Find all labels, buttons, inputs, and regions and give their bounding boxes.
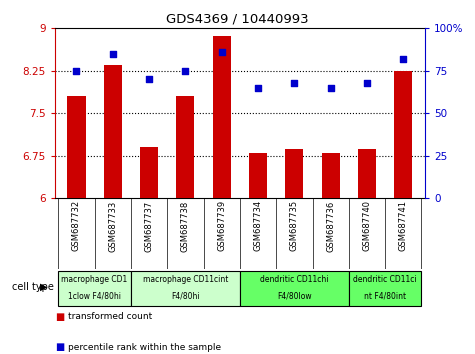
Bar xyxy=(322,153,340,198)
Text: F4/80low: F4/80low xyxy=(277,292,312,301)
Point xyxy=(145,76,153,82)
Text: GDS4369 / 10440993: GDS4369 / 10440993 xyxy=(166,12,309,25)
Text: percentile rank within the sample: percentile rank within the sample xyxy=(68,343,221,352)
Text: GSM687736: GSM687736 xyxy=(326,200,335,252)
Bar xyxy=(285,149,304,198)
Bar xyxy=(176,96,194,198)
Point xyxy=(291,80,298,86)
Point xyxy=(181,68,189,74)
Text: cell type: cell type xyxy=(12,281,54,292)
Bar xyxy=(140,147,158,198)
Text: macrophage CD11cint: macrophage CD11cint xyxy=(142,275,228,285)
Text: dendritic CD11ci: dendritic CD11ci xyxy=(353,275,417,285)
Text: GSM687738: GSM687738 xyxy=(181,200,190,252)
Bar xyxy=(213,36,231,198)
Text: GSM687733: GSM687733 xyxy=(108,200,117,252)
Text: GSM687734: GSM687734 xyxy=(254,200,263,251)
Text: GSM687741: GSM687741 xyxy=(399,200,408,251)
Bar xyxy=(394,71,412,198)
Bar xyxy=(240,271,349,306)
Point xyxy=(363,80,371,86)
Text: ■: ■ xyxy=(55,312,64,321)
Bar xyxy=(131,271,240,306)
Text: GSM687739: GSM687739 xyxy=(217,200,226,251)
Text: GSM687740: GSM687740 xyxy=(362,200,371,251)
Text: macrophage CD1: macrophage CD1 xyxy=(61,275,128,285)
Text: GSM687735: GSM687735 xyxy=(290,200,299,251)
Bar xyxy=(67,96,86,198)
Text: transformed count: transformed count xyxy=(68,312,152,320)
Point xyxy=(327,85,334,91)
Point xyxy=(73,68,80,74)
Point xyxy=(109,51,116,57)
Bar xyxy=(104,65,122,198)
Bar xyxy=(349,271,421,306)
Text: ■: ■ xyxy=(55,342,64,352)
Text: ▶: ▶ xyxy=(40,281,48,292)
Text: dendritic CD11chi: dendritic CD11chi xyxy=(260,275,329,285)
Point xyxy=(254,85,262,91)
Point xyxy=(399,56,407,62)
Text: nt F4/80int: nt F4/80int xyxy=(364,292,406,301)
Bar xyxy=(249,153,267,198)
Bar xyxy=(58,271,131,306)
Point xyxy=(218,49,226,55)
Text: GSM687737: GSM687737 xyxy=(144,200,153,252)
Bar xyxy=(358,149,376,198)
Text: 1clow F4/80hi: 1clow F4/80hi xyxy=(68,292,121,301)
Text: F4/80hi: F4/80hi xyxy=(171,292,200,301)
Text: GSM687732: GSM687732 xyxy=(72,200,81,251)
